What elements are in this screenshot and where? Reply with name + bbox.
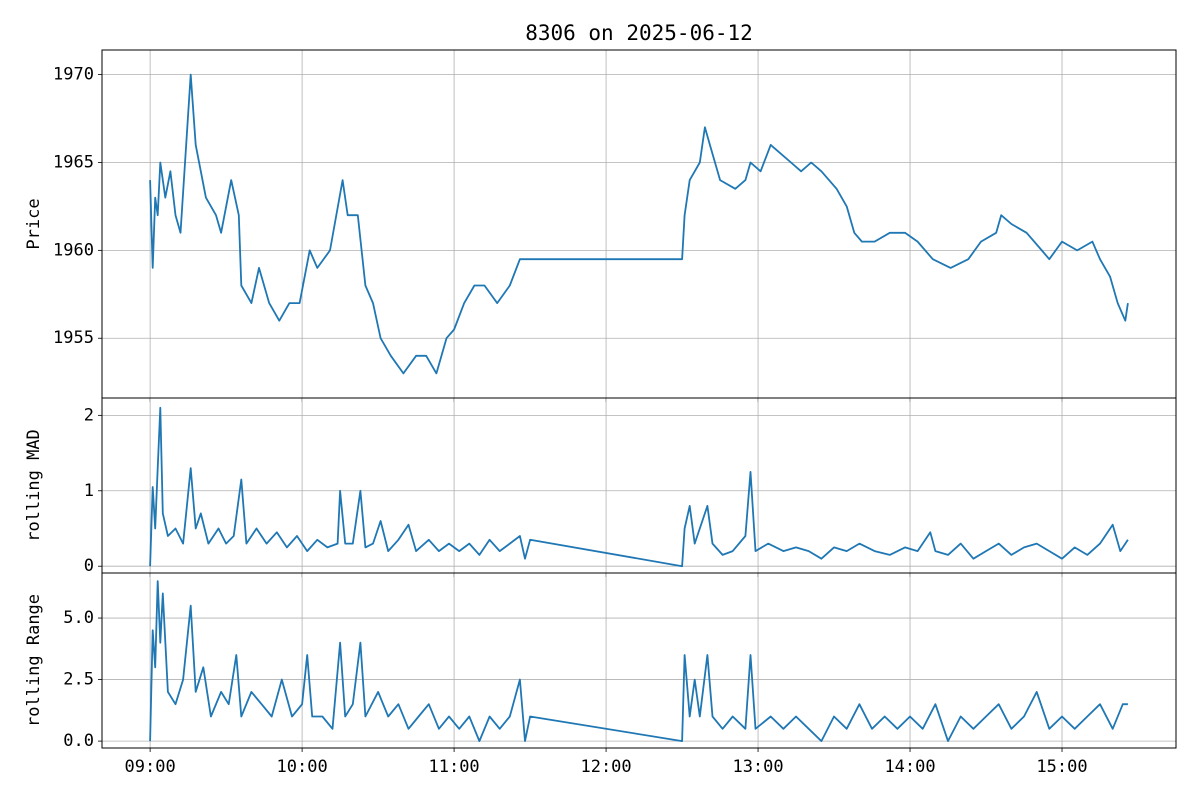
y-tick-label: 0 bbox=[84, 556, 94, 576]
x-tick-label: 14:00 bbox=[884, 757, 935, 777]
x-tick-label: 12:00 bbox=[580, 757, 631, 777]
x-tick-label: 15:00 bbox=[1036, 757, 1087, 777]
y-axis-label: Price bbox=[24, 198, 44, 249]
chart-title: 8306 on 2025-06-12 bbox=[525, 21, 753, 45]
y-tick-label: 1 bbox=[84, 481, 94, 501]
price-line bbox=[149, 406, 1129, 568]
price-line bbox=[149, 73, 1129, 375]
y-tick-label: 1965 bbox=[53, 152, 94, 172]
y-tick-label: 1955 bbox=[53, 328, 94, 348]
axes-frame bbox=[101, 572, 1177, 749]
x-tick-label: 10:00 bbox=[277, 757, 328, 777]
y-tick-label: 0.0 bbox=[63, 731, 94, 751]
x-tick-label: 13:00 bbox=[732, 757, 783, 777]
x-tick-label: 11:00 bbox=[428, 757, 479, 777]
y-axis-label: rolling MAD bbox=[24, 429, 44, 542]
price-line bbox=[149, 580, 1128, 742]
y-tick-label: 1960 bbox=[53, 240, 94, 260]
y-tick-label: 2 bbox=[84, 405, 94, 425]
y-tick-label: 5.0 bbox=[63, 608, 94, 628]
y-tick-label: 2.5 bbox=[63, 670, 94, 690]
x-tick-label: 09:00 bbox=[125, 757, 176, 777]
y-axis-label: rolling Range bbox=[24, 594, 44, 727]
y-tick-label: 1970 bbox=[53, 65, 94, 85]
